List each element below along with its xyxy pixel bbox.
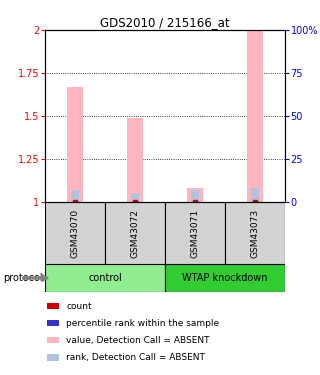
Text: rank, Detection Call = ABSENT: rank, Detection Call = ABSENT [66,353,205,362]
Text: WTAP knockdown: WTAP knockdown [182,273,268,283]
Bar [47,303,59,309]
Bar [47,337,59,344]
Text: GSM43073: GSM43073 [251,209,260,258]
Bar [71,190,79,202]
Bar [45,202,105,264]
Bar [252,188,259,202]
Text: GSM43072: GSM43072 [131,209,140,258]
Text: GSM43070: GSM43070 [70,209,79,258]
Bar [191,190,199,202]
Text: value, Detection Call = ABSENT: value, Detection Call = ABSENT [66,336,210,345]
Text: GSM43071: GSM43071 [190,209,199,258]
Bar [127,118,143,202]
Bar [105,202,165,264]
Bar [187,188,204,202]
Text: count: count [66,302,92,310]
Bar [47,354,59,361]
Bar [225,202,285,264]
Bar [165,202,225,264]
Bar [45,264,165,292]
Text: percentile rank within the sample: percentile rank within the sample [66,319,219,328]
Bar [247,30,263,202]
Bar [132,194,139,202]
Text: protocol: protocol [3,273,43,283]
Title: GDS2010 / 215166_at: GDS2010 / 215166_at [100,16,230,29]
Bar [67,87,84,202]
Bar [47,320,59,326]
Bar [165,264,285,292]
Text: control: control [88,273,122,283]
